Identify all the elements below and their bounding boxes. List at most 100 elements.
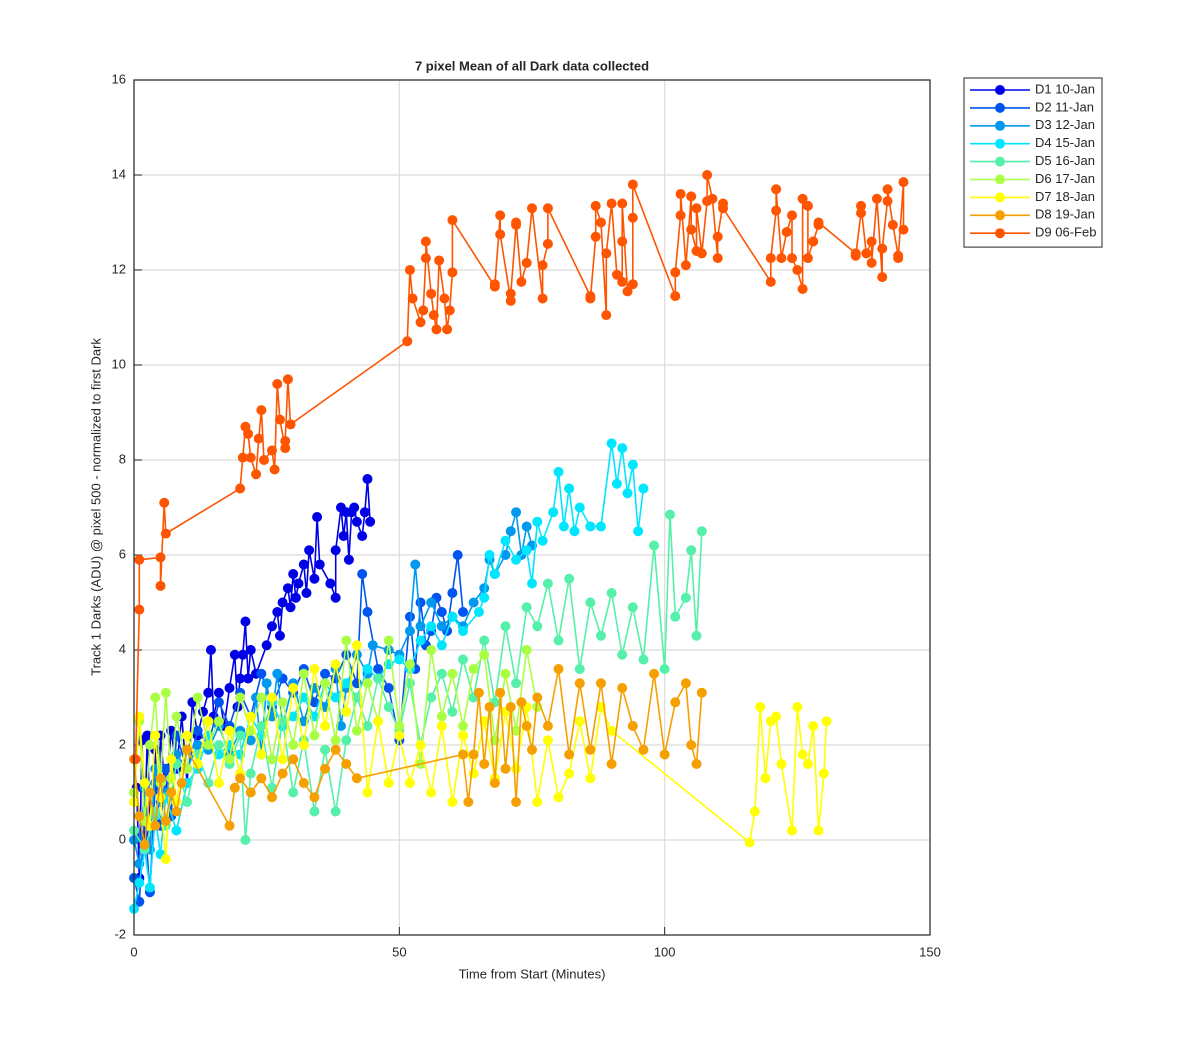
marker xyxy=(431,324,442,335)
marker xyxy=(330,735,341,746)
marker xyxy=(426,621,437,632)
marker xyxy=(290,592,301,603)
marker xyxy=(243,428,254,439)
marker xyxy=(436,621,447,632)
marker xyxy=(171,806,182,817)
marker xyxy=(351,516,362,527)
marker xyxy=(282,583,293,594)
marker xyxy=(606,759,617,769)
marker xyxy=(458,749,469,760)
marker xyxy=(320,744,331,755)
y-tick-label: -2 xyxy=(114,926,126,941)
marker xyxy=(542,735,553,746)
marker xyxy=(452,550,463,560)
marker xyxy=(595,217,606,228)
marker xyxy=(458,607,469,617)
marker xyxy=(373,673,384,684)
marker xyxy=(606,588,617,598)
legend-label: D6 17-Jan xyxy=(1035,171,1095,186)
marker xyxy=(718,203,729,214)
legend-marker xyxy=(995,138,1005,149)
marker xyxy=(171,825,182,836)
marker xyxy=(511,725,522,736)
marker xyxy=(410,559,421,570)
marker xyxy=(564,483,575,494)
marker xyxy=(253,433,264,444)
marker xyxy=(266,754,277,765)
marker xyxy=(304,545,315,556)
marker xyxy=(298,559,309,570)
marker xyxy=(877,243,888,254)
y-tick-label: 4 xyxy=(119,641,126,656)
legend-marker xyxy=(995,120,1005,131)
marker xyxy=(415,621,426,632)
marker xyxy=(415,597,426,608)
marker xyxy=(349,502,360,513)
marker xyxy=(569,526,580,537)
marker xyxy=(574,502,585,513)
marker xyxy=(511,554,522,565)
marker xyxy=(617,443,628,454)
marker xyxy=(611,478,622,489)
marker xyxy=(142,730,153,741)
marker xyxy=(428,310,439,321)
marker xyxy=(192,692,203,703)
marker xyxy=(362,721,373,731)
marker xyxy=(821,716,832,727)
marker xyxy=(649,540,660,551)
marker xyxy=(797,749,808,760)
marker xyxy=(362,678,373,689)
marker xyxy=(871,193,882,204)
legend-marker xyxy=(995,210,1005,221)
marker xyxy=(320,678,331,689)
marker xyxy=(574,664,585,674)
marker xyxy=(585,293,596,304)
marker xyxy=(351,773,362,784)
marker xyxy=(447,611,458,622)
marker xyxy=(638,483,649,494)
marker xyxy=(330,744,341,755)
marker xyxy=(298,668,309,679)
marker xyxy=(314,559,325,570)
marker xyxy=(280,436,291,446)
marker xyxy=(362,664,373,674)
marker xyxy=(542,203,553,214)
marker xyxy=(691,203,702,214)
marker xyxy=(574,716,585,727)
marker xyxy=(245,711,256,722)
legend: D1 10-Jan D2 11-Jan D3 12-Jan D4 15-Jan D5 1… xyxy=(963,77,1103,248)
marker xyxy=(404,265,415,275)
series xyxy=(130,170,909,765)
marker xyxy=(274,630,285,641)
marker xyxy=(659,749,670,760)
marker xyxy=(489,569,500,579)
marker xyxy=(686,224,697,235)
x-tick-label: 100 xyxy=(654,944,676,959)
marker xyxy=(134,896,145,907)
marker xyxy=(373,664,384,674)
marker xyxy=(680,592,691,603)
marker xyxy=(203,740,214,750)
marker xyxy=(447,668,458,679)
marker xyxy=(585,744,596,755)
marker xyxy=(484,550,495,560)
marker xyxy=(511,763,522,774)
marker xyxy=(664,509,675,520)
marker xyxy=(622,488,633,499)
marker xyxy=(272,379,283,389)
marker xyxy=(418,305,429,316)
marker xyxy=(495,687,506,698)
marker xyxy=(670,611,681,622)
legend-box xyxy=(963,77,1103,248)
marker xyxy=(744,837,755,848)
marker xyxy=(341,649,352,660)
marker xyxy=(404,626,415,636)
marker xyxy=(256,668,267,679)
marker xyxy=(182,730,193,741)
marker xyxy=(224,683,235,693)
y-tick-label: 6 xyxy=(119,546,126,561)
marker xyxy=(171,711,182,722)
marker xyxy=(235,773,246,784)
marker xyxy=(601,310,612,321)
